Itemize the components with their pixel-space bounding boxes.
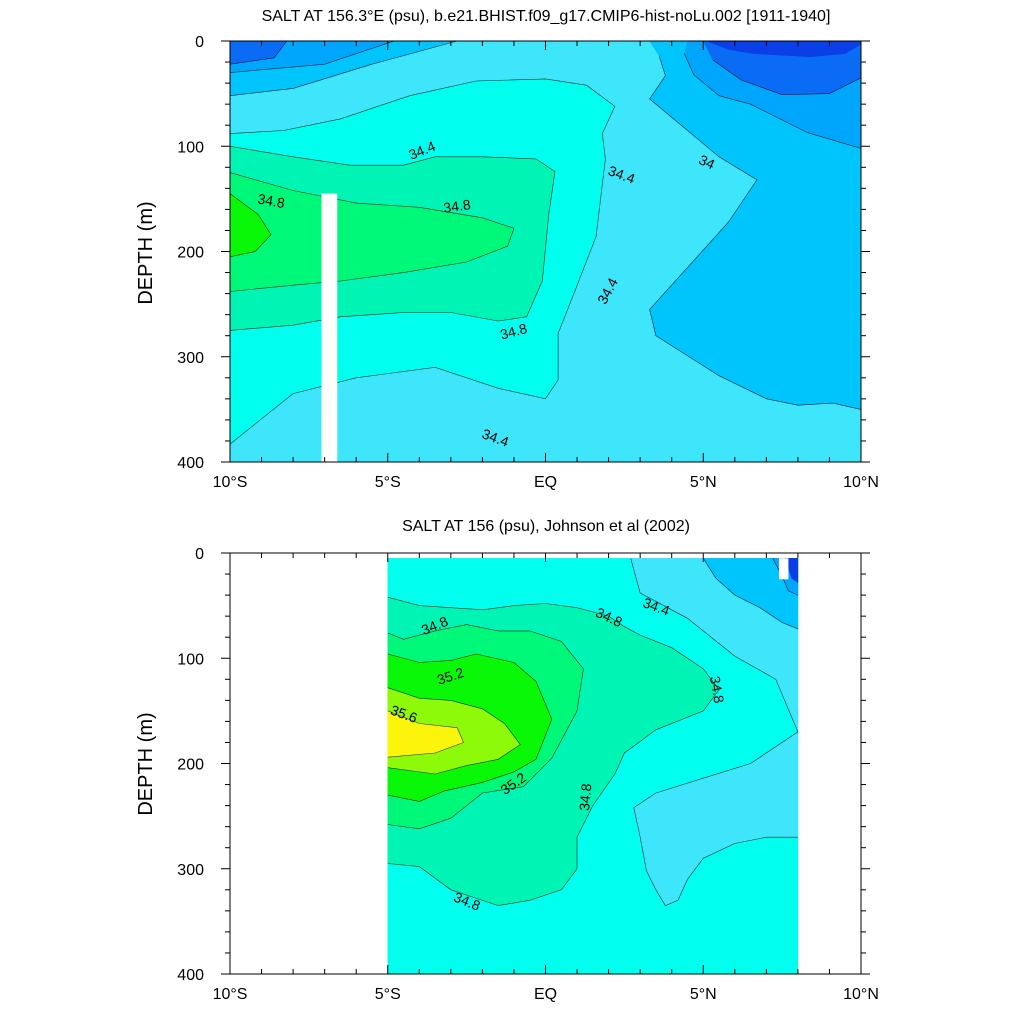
panel2-contour-line-4 bbox=[387, 710, 464, 758]
panel2-contour-line-6 bbox=[703, 558, 799, 630]
panel2-contour-line-0 bbox=[387, 596, 720, 906]
panel1-contour-line-2 bbox=[649, 55, 862, 410]
panel2-contour-line-7 bbox=[772, 558, 799, 596]
panel1-nodata-column-0 bbox=[321, 193, 338, 463]
panel2-ylabel: DEPTH (m) bbox=[135, 712, 157, 815]
panel1-contour-line-3 bbox=[684, 53, 862, 149]
panel2-ytick-label-3: 300 bbox=[177, 862, 204, 879]
panel1-contour-line-0 bbox=[229, 40, 458, 96]
panel1-contour-line-5 bbox=[229, 146, 556, 331]
panel2-contour-line-2 bbox=[387, 653, 553, 802]
panel2-xtick-label-2: EQ bbox=[534, 986, 557, 1003]
panel2-xtick-label-0: 10°S bbox=[213, 986, 248, 1003]
panel1-ytick-label-3: 300 bbox=[177, 350, 204, 367]
panel1-ytick-label-1: 100 bbox=[177, 139, 204, 156]
panel1-contour-label-4: 34.8 bbox=[442, 196, 471, 216]
panel2-ytick-label-4: 400 bbox=[177, 967, 204, 984]
panel2-title: SALT AT 156 (psu), Johnson et al (2002) bbox=[402, 518, 690, 535]
panel2-xtick-label-3: 5°N bbox=[690, 986, 717, 1003]
panel1-title: SALT AT 156.3°E (psu), b.e21.BHIST.f09_g… bbox=[262, 8, 831, 25]
panel2-ytick-label-0: 0 bbox=[195, 546, 204, 563]
panel2-contour-line-3 bbox=[387, 687, 521, 775]
panel1-ytick-label-2: 200 bbox=[177, 245, 204, 262]
panel2-contour-line-5 bbox=[630, 558, 799, 906]
panel1-ytick-label-4: 400 bbox=[177, 455, 204, 472]
panel1-contour-line-7 bbox=[229, 193, 272, 258]
panel1-ytick-label-0: 0 bbox=[195, 34, 204, 51]
panel2-contour-label-7: 34.8 bbox=[707, 675, 728, 705]
panel2-nodata-column-0 bbox=[778, 558, 789, 580]
panel1-xtick-label-0: 10°S bbox=[213, 474, 248, 491]
panel1-contour-line-8 bbox=[229, 40, 395, 73]
panel1-contour-line-1 bbox=[229, 78, 616, 445]
panel1-contour-line-9 bbox=[229, 40, 288, 65]
panel2-ytick-label-1: 100 bbox=[177, 651, 204, 668]
panel2-contour-label-6: 34.8 bbox=[576, 783, 594, 812]
panel2-contour-fill-9 bbox=[784, 558, 799, 583]
panel1-contour-label-6: 34.8 bbox=[498, 320, 529, 343]
panel2-xtick-label-1: 5°S bbox=[375, 986, 401, 1003]
panel1-xtick-label-4: 10°N bbox=[843, 474, 879, 491]
panel1-ylabel: DEPTH (m) bbox=[135, 201, 157, 304]
panel1-xtick-label-2: EQ bbox=[534, 474, 557, 491]
panel1-xtick-label-3: 5°N bbox=[690, 474, 717, 491]
panel1-contour-label-2: 34 bbox=[697, 151, 718, 172]
panel1-contour-line-4 bbox=[712, 59, 862, 96]
panel2-contour-plot: 34.434.8 34.835.235.635.2 34.834.834.810°S… bbox=[177, 546, 879, 1003]
panel2-xtick-label-4: 10°N bbox=[843, 986, 879, 1003]
panel1-contour-label-3: 34.8 bbox=[256, 191, 286, 212]
panel2-contour-line-1 bbox=[387, 624, 584, 830]
panel1-xtick-label-1: 5°S bbox=[375, 474, 401, 491]
panel2-ytick-label-2: 200 bbox=[177, 757, 204, 774]
